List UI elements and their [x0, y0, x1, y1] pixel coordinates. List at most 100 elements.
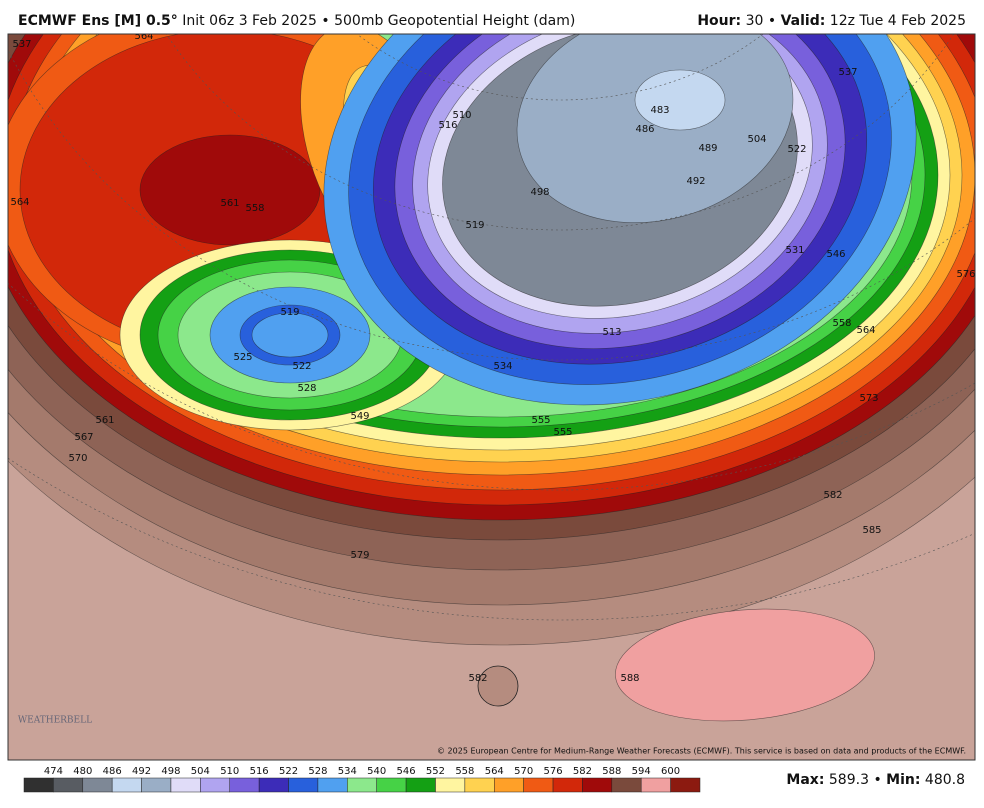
colorbar-label: 516: [250, 766, 269, 777]
colorbar-swatch: [141, 777, 172, 793]
copyright: © 2025 European Centre for Medium-Range …: [437, 747, 966, 756]
contour-label: 549: [350, 411, 369, 422]
contour-label: 537: [12, 39, 31, 50]
colorbar-label: 552: [426, 766, 445, 777]
contour-label: 504: [747, 134, 766, 145]
contour-label: 564: [134, 31, 153, 42]
colorbar-label: 510: [220, 766, 239, 777]
contour-label: 522: [787, 144, 806, 155]
hour: 30: [746, 13, 764, 29]
field: 500mb Geopotential Height (dam): [334, 13, 575, 29]
colorbar-swatch: [494, 777, 524, 793]
contour-label: 537: [838, 67, 857, 78]
contour-label: 522: [292, 361, 311, 372]
contour-label: 582: [823, 490, 842, 501]
colorbar-label: 492: [132, 766, 151, 777]
contour-label: 489: [698, 143, 717, 154]
colorbar-label: 582: [573, 766, 592, 777]
colorbar-label: 480: [73, 766, 92, 777]
colorbar-swatch: [229, 777, 260, 793]
contour-label: 486: [635, 124, 654, 135]
colorbar-label: 540: [367, 766, 386, 777]
contour-label: 588: [620, 673, 639, 684]
colorbar-label: 474: [44, 766, 63, 777]
contour-label: 492: [686, 176, 705, 187]
hour-label: Hour:: [697, 13, 741, 29]
contour-label: 546: [826, 249, 845, 260]
contour-label: 483: [650, 105, 669, 116]
colorbar-label: 498: [161, 766, 180, 777]
colorbar-swatch: [376, 777, 407, 793]
colorbar-label: 504: [191, 766, 210, 777]
contour-label: 558: [832, 318, 851, 329]
colorbar-label: 534: [338, 766, 357, 777]
separator: •: [768, 13, 776, 29]
contour-label: 555: [553, 427, 572, 438]
height-band: [615, 608, 875, 722]
colorbar-swatch: [582, 777, 613, 793]
init-time: Init 06z 3 Feb 2025: [182, 13, 317, 29]
contour-label: 510: [452, 110, 471, 121]
height-band: [251, 312, 329, 358]
colorbar-label: 522: [279, 766, 298, 777]
contour-label: 582: [468, 673, 487, 684]
separator: •: [321, 13, 329, 29]
colorbar-swatch: [640, 777, 671, 793]
colorbar-swatch: [405, 777, 436, 793]
colorbar-label: 576: [543, 766, 562, 777]
colorbar-label: 528: [308, 766, 327, 777]
map-frame: [7, 33, 976, 761]
colorbar-swatch: [111, 777, 142, 793]
colorbar-label: 564: [485, 766, 504, 777]
watermark: WEATHERBELL: [18, 716, 92, 726]
height-band: [634, 69, 726, 131]
colorbar: 474 480 486 492 498 504 510 516 522 528 534 540 546 5…: [23, 766, 701, 793]
colorbar-swatch: [23, 777, 54, 793]
contour-label: 555: [531, 415, 550, 426]
colorbar-swatch: [53, 777, 84, 793]
contour-label: 564: [856, 325, 875, 336]
max-label: Max:: [786, 772, 824, 788]
colorbar-swatch: [464, 777, 495, 793]
contour-label: 525: [233, 352, 252, 363]
colorbar-swatch: [435, 777, 466, 793]
min-label: Min:: [886, 772, 920, 788]
contour-label: 585: [862, 525, 881, 536]
contour-label: 576: [956, 269, 975, 280]
valid-label: Valid:: [781, 13, 826, 29]
colorbar-label: 588: [602, 766, 621, 777]
colorbar-swatch: [288, 777, 319, 793]
high-center: [477, 665, 519, 707]
contour-label: 528: [297, 383, 316, 394]
colorbar-label: 546: [397, 766, 416, 777]
contour-label: 531: [785, 245, 804, 256]
colorbar-swatch: [347, 777, 377, 793]
colorbar-label: 594: [632, 766, 651, 777]
contour-label: 519: [465, 220, 484, 231]
height-band: [139, 134, 321, 246]
colorbar-swatch: [523, 777, 554, 793]
separator: •: [873, 772, 881, 788]
colorbar-label: 600: [661, 766, 680, 777]
colorbar-label: 558: [455, 766, 474, 777]
contour-label: 570: [68, 453, 87, 464]
contour-label: 534: [493, 361, 512, 372]
contour-label: 519: [280, 307, 299, 318]
colorbar-swatch: [258, 777, 289, 793]
contour-label: 573: [859, 393, 878, 404]
colorbar-swatch: [317, 777, 348, 793]
contour-label: 561: [220, 198, 239, 209]
colorbar-swatch: [82, 777, 113, 793]
contour-label: 561: [95, 415, 114, 426]
colorbar-swatch: [670, 777, 701, 793]
colorbar-swatch: [170, 777, 201, 793]
colorbar-swatch: [611, 777, 642, 793]
colorbar-label: 486: [103, 766, 122, 777]
contour-label: 567: [74, 432, 93, 443]
colorbar-swatch: [200, 777, 230, 793]
contour-label: 579: [350, 550, 369, 561]
header-left: ECMWF Ens [M] 0.5° Init 06z 3 Feb 2025 •…: [18, 13, 575, 29]
contour-label: 498: [530, 187, 549, 198]
